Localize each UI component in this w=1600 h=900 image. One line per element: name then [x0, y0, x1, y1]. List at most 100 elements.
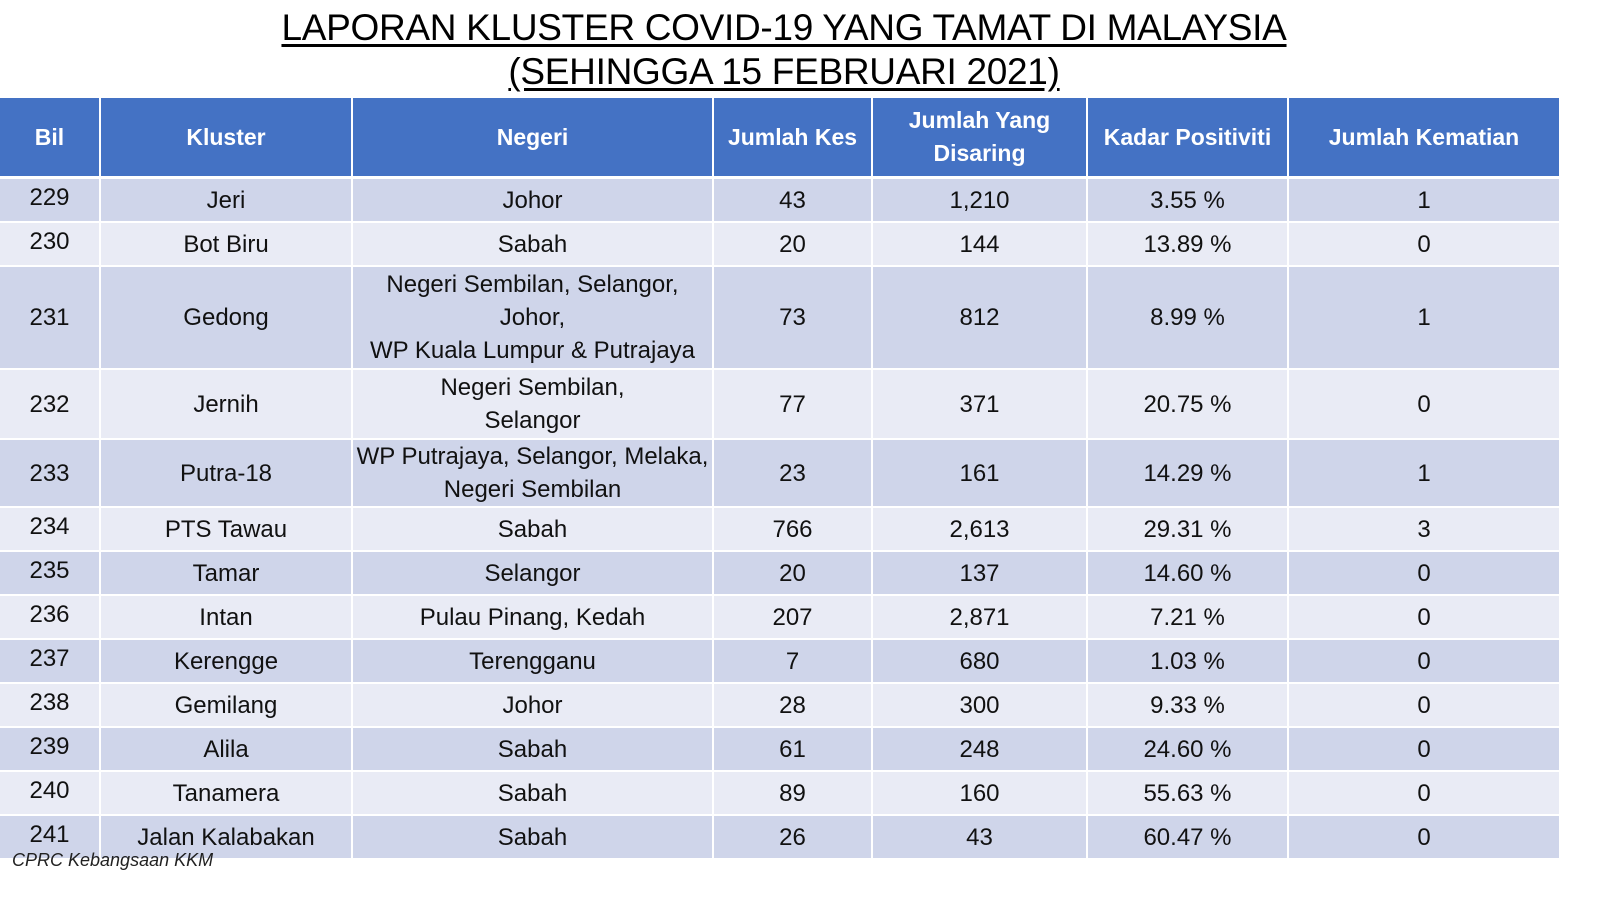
negeri-line: Negeri Sembilan, Selangor, — [386, 271, 679, 298]
cell-kluster: Alila — [100, 727, 353, 772]
cell-bil: 239 — [0, 727, 101, 772]
cell-jumlah-kematian: 0 — [1288, 815, 1561, 860]
cell-kadar-positiviti: 20.75 % — [1087, 369, 1289, 440]
cell-jumlah-kes: 73 — [713, 266, 873, 370]
table-row: 231 Gedong Negeri Sembilan, Selangor, Johor… — [0, 266, 1561, 370]
cell-jumlah-disaring: 43 — [872, 815, 1088, 860]
cell-kadar-positiviti: 55.63 % — [1087, 771, 1289, 816]
negeri-line: WP Kuala Lumpur & Putrajaya — [369, 337, 696, 364]
cell-kadar-positiviti: 9.33 % — [1087, 683, 1289, 728]
cell-jumlah-disaring: 160 — [872, 771, 1088, 816]
cell-bil: 235 — [0, 551, 101, 596]
header-jumlah-disaring: Jumlah Yang Disaring — [872, 98, 1088, 179]
cell-negeri: WP Putrajaya, Selangor, Melaka, Negeri Se… — [352, 439, 714, 508]
cell-kluster: Gemilang — [100, 683, 353, 728]
report-title-block: LAPORAN KLUSTER COVID-19 YANG TAMAT DI M… — [281, 6, 1286, 94]
cell-kadar-positiviti: 7.21 % — [1087, 595, 1289, 640]
header-kluster: Kluster — [100, 98, 353, 179]
cell-jumlah-disaring: 161 — [872, 439, 1088, 508]
cell-kadar-positiviti: 60.47 % — [1087, 815, 1289, 860]
negeri-line: Sabah — [497, 515, 568, 543]
cell-kluster: Putra-18 — [100, 439, 353, 508]
cell-negeri: Selangor — [352, 551, 714, 596]
table-row: 236 Intan Pulau Pinang, Kedah 207 2,871 7.21 … — [0, 595, 1561, 640]
cell-kluster: Jalan Kalabakan — [100, 815, 353, 860]
cell-jumlah-kes: 766 — [713, 507, 873, 552]
cell-kluster: Intan — [100, 595, 353, 640]
cell-negeri: Sabah — [352, 222, 714, 267]
cell-jumlah-kematian: 0 — [1288, 595, 1561, 640]
negeri-line: Johor — [502, 186, 563, 214]
table-row: 238 Gemilang Johor 28 300 9.33 % 0 — [0, 683, 1561, 728]
cell-jumlah-disaring: 248 — [872, 727, 1088, 772]
title-line-1: LAPORAN KLUSTER COVID-19 YANG TAMAT DI M… — [281, 7, 1287, 48]
cell-jumlah-kes: 77 — [713, 369, 873, 440]
table-row: 237 Kerengge Terengganu 7 680 1.03 % 0 — [0, 639, 1561, 684]
header-jumlah-disaring-line2: Disaring — [933, 140, 1026, 166]
cell-jumlah-kematian: 3 — [1288, 507, 1561, 552]
cell-kluster: Jeri — [100, 177, 353, 223]
header-bil: Bil — [0, 98, 101, 179]
table-row: 232 Jernih Negeri Sembilan, Selangor 77 371 20… — [0, 369, 1561, 440]
negeri-line: Negeri Sembilan — [443, 476, 622, 503]
cell-jumlah-kes: 20 — [713, 222, 873, 267]
cell-negeri: Johor — [352, 683, 714, 728]
table-row: 240 Tanamera Sabah 89 160 55.63 % 0 — [0, 771, 1561, 816]
cell-kluster: Kerengge — [100, 639, 353, 684]
title-line-2: (SEHINGGA 15 FEBRUARI 2021) — [508, 51, 1060, 92]
source-note: CPRC Kebangsaan KKM — [12, 850, 214, 870]
cell-kadar-positiviti: 8.99 % — [1087, 266, 1289, 370]
cell-bil: 241 — [0, 815, 101, 860]
cell-bil: 237 — [0, 639, 101, 684]
table-row: 230 Bot Biru Sabah 20 144 13.89 % 0 — [0, 222, 1561, 267]
cell-jumlah-disaring: 300 — [872, 683, 1088, 728]
cell-jumlah-kes: 26 — [713, 815, 873, 860]
cell-jumlah-disaring: 812 — [872, 266, 1088, 370]
cell-jumlah-disaring: 2,613 — [872, 507, 1088, 552]
negeri-line: Sabah — [497, 779, 568, 807]
cell-kluster: Bot Biru — [100, 222, 353, 267]
header-negeri: Negeri — [352, 98, 714, 179]
negeri-line: Johor, — [499, 304, 566, 331]
cell-jumlah-kematian: 0 — [1288, 222, 1561, 267]
cell-kluster: Gedong — [100, 266, 353, 370]
cell-negeri: Terengganu — [352, 639, 714, 684]
table-body: 229 Jeri Johor 43 1,210 3.55 % 1 230 Bot Biru Sab… — [0, 177, 1561, 860]
header-jumlah-disaring-line1: Jumlah Yang — [908, 107, 1051, 133]
cell-jumlah-kes: 207 — [713, 595, 873, 640]
cell-bil: 234 — [0, 507, 101, 552]
cell-jumlah-disaring: 371 — [872, 369, 1088, 440]
negeri-line: Sabah — [497, 735, 568, 763]
cell-jumlah-kes: 43 — [713, 177, 873, 223]
table-row: 239 Alila Sabah 61 248 24.60 % 0 — [0, 727, 1561, 772]
cell-negeri: Negeri Sembilan, Selangor — [352, 369, 714, 440]
cell-bil: 240 — [0, 771, 101, 816]
cell-negeri: Sabah — [352, 727, 714, 772]
cell-jumlah-kematian: 0 — [1288, 639, 1561, 684]
cell-negeri: Sabah — [352, 507, 714, 552]
cell-negeri: Johor — [352, 177, 714, 223]
cell-negeri: Pulau Pinang, Kedah — [352, 595, 714, 640]
cell-kluster: Tamar — [100, 551, 353, 596]
negeri-line: Sabah — [497, 230, 568, 258]
cell-jumlah-kematian: 0 — [1288, 551, 1561, 596]
cell-kadar-positiviti: 3.55 % — [1087, 177, 1289, 223]
header-row: Bil Kluster Negeri Jumlah Kes Jumlah Yan… — [0, 98, 1561, 179]
cluster-table: Bil Kluster Negeri Jumlah Kes Jumlah Yan… — [0, 98, 1561, 860]
cell-jumlah-kematian: 0 — [1288, 771, 1561, 816]
table-row: 241 Jalan Kalabakan Sabah 26 43 60.47 % 0 — [0, 815, 1561, 860]
cell-kadar-positiviti: 14.29 % — [1087, 439, 1289, 508]
negeri-line: Sabah — [497, 823, 568, 851]
cell-jumlah-kes: 23 — [713, 439, 873, 508]
cell-jumlah-kematian: 0 — [1288, 683, 1561, 728]
header-jumlah-kes: Jumlah Kes — [713, 98, 873, 179]
cell-jumlah-kematian: 1 — [1288, 266, 1561, 370]
cell-kluster: Jernih — [100, 369, 353, 440]
cell-kadar-positiviti: 24.60 % — [1087, 727, 1289, 772]
cell-jumlah-disaring: 2,871 — [872, 595, 1088, 640]
cell-bil: 236 — [0, 595, 101, 640]
cell-jumlah-kes: 89 — [713, 771, 873, 816]
cell-bil: 233 — [0, 439, 101, 508]
table-row: 234 PTS Tawau Sabah 766 2,613 29.31 % 3 — [0, 507, 1561, 552]
negeri-line: Negeri Sembilan, — [440, 374, 625, 401]
